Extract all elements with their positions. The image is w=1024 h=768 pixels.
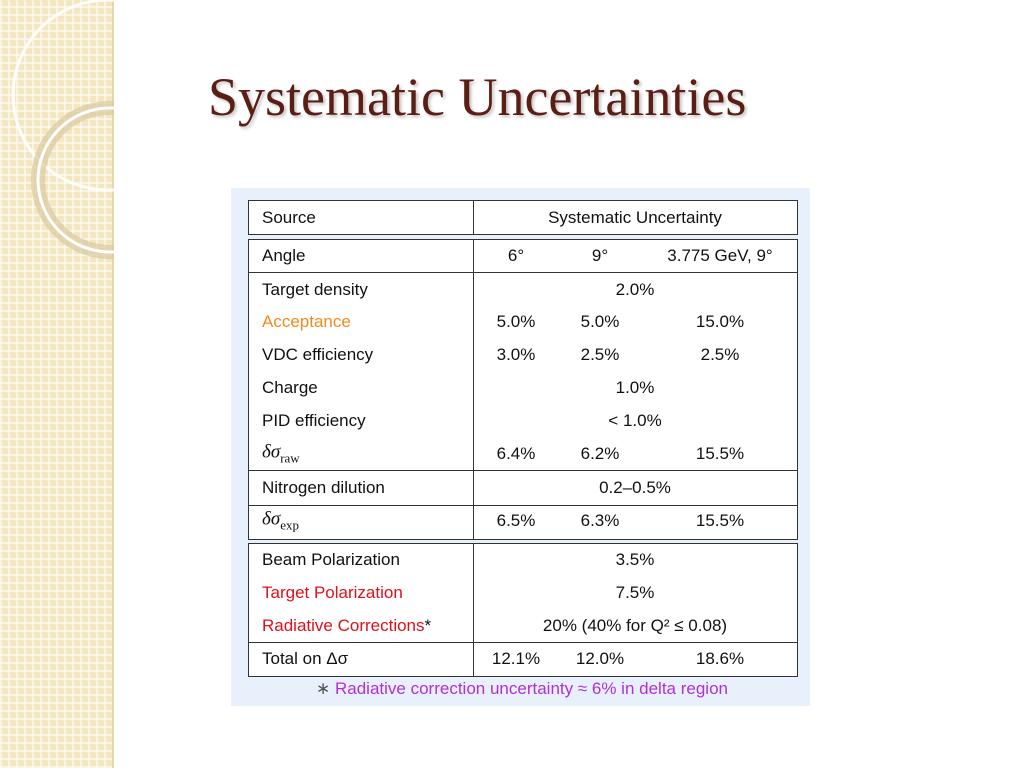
- value-cell: 6.3%: [580, 511, 620, 530]
- decorative-circles: [11, 0, 114, 259]
- value-cell: 5.0%: [496, 312, 536, 331]
- value-cell: 3.5%: [615, 550, 655, 569]
- value-cell: 3.0%: [496, 345, 536, 364]
- row-label: δσraw: [262, 442, 300, 467]
- row-rule: [248, 505, 798, 506]
- footnote-marker: ∗: [316, 679, 331, 698]
- value-cell: 2.0%: [615, 280, 655, 299]
- row-label-subscript: exp: [280, 517, 299, 533]
- header-cell: Source: [262, 208, 316, 227]
- row-label-text: Nitrogen dilution: [262, 478, 385, 497]
- value-cell: 5.0%: [580, 312, 620, 331]
- value-cell: 9°: [591, 246, 609, 265]
- slide-title: Systematic Uncertainties: [208, 67, 747, 127]
- row-label-subscript: raw: [280, 450, 300, 466]
- value-cell: 15.0%: [695, 312, 745, 331]
- value-cell: 6.4%: [496, 444, 536, 463]
- value-cell: 0.2–0.5%: [599, 478, 671, 497]
- table-box: [248, 239, 798, 540]
- row-label: VDC efficiency: [262, 345, 373, 365]
- value-cell: 6°: [507, 246, 525, 265]
- row-label: Beam Polarization: [262, 550, 400, 570]
- row-rule: [248, 470, 798, 471]
- row-label: Nitrogen dilution: [262, 478, 385, 498]
- column-rule: [473, 543, 474, 677]
- value-cell: 1.0%: [615, 378, 655, 397]
- row-label: Radiative Corrections*: [262, 616, 431, 636]
- footnote: ∗ Radiative correction uncertainty ≈ 6% …: [316, 679, 728, 699]
- row-label-text: Total on Δσ: [262, 649, 349, 668]
- row-rule: [248, 272, 798, 273]
- row-label: Acceptance: [262, 312, 351, 332]
- table-box: [248, 543, 798, 677]
- column-rule: [473, 200, 474, 235]
- value-cell: 20% (40% for Q² ≤ 0.08): [542, 616, 728, 635]
- footnote-text: Radiative correction uncertainty ≈ 6% in…: [335, 679, 728, 698]
- value-cell: 3.775 GeV, 9°: [667, 246, 773, 265]
- row-rule: [248, 642, 798, 643]
- value-cell: 15.5%: [695, 511, 745, 530]
- header-cell: Systematic Uncertainty: [548, 208, 722, 227]
- row-label-text: Charge: [262, 378, 318, 397]
- row-label-text: Beam Polarization: [262, 550, 400, 569]
- value-cell: 2.5%: [700, 345, 740, 364]
- row-label-symbol: δσ: [262, 441, 281, 463]
- row-label-text: PID efficiency: [262, 411, 366, 430]
- value-cell: 12.0%: [575, 649, 625, 668]
- row-label-symbol: δσ: [262, 508, 281, 530]
- row-label: Target density: [262, 280, 368, 300]
- row-label: Charge: [262, 378, 318, 398]
- value-cell: < 1.0%: [608, 411, 662, 430]
- row-label-text: Acceptance: [262, 312, 351, 331]
- row-label: δσexp: [262, 509, 299, 534]
- value-cell: 6.2%: [580, 444, 620, 463]
- row-label-text: VDC efficiency: [262, 345, 374, 364]
- value-cell: 6.5%: [496, 511, 536, 530]
- row-label: Angle: [262, 246, 305, 266]
- row-label-text: Target Polarization: [262, 583, 403, 602]
- row-label: PID efficiency: [262, 411, 366, 431]
- value-cell: 7.5%: [615, 583, 655, 602]
- row-label-text: Target density: [262, 280, 368, 299]
- column-rule: [473, 239, 474, 540]
- row-label-text: Radiative Corrections: [262, 616, 425, 635]
- row-label: Total on Δσ: [262, 649, 348, 669]
- value-cell: 12.1%: [491, 649, 541, 668]
- row-label: Target Polarization: [262, 583, 403, 603]
- table-box: [248, 200, 798, 235]
- row-label-marker: *: [424, 616, 432, 635]
- value-cell: 18.6%: [695, 649, 745, 668]
- value-cell: 15.5%: [695, 444, 745, 463]
- value-cell: 2.5%: [580, 345, 620, 364]
- row-label-text: Angle: [262, 246, 306, 265]
